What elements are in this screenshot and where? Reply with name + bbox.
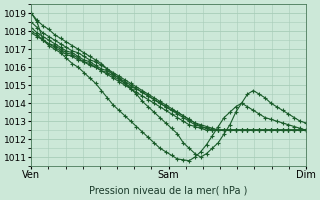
- X-axis label: Pression niveau de la mer( hPa ): Pression niveau de la mer( hPa ): [89, 186, 248, 196]
